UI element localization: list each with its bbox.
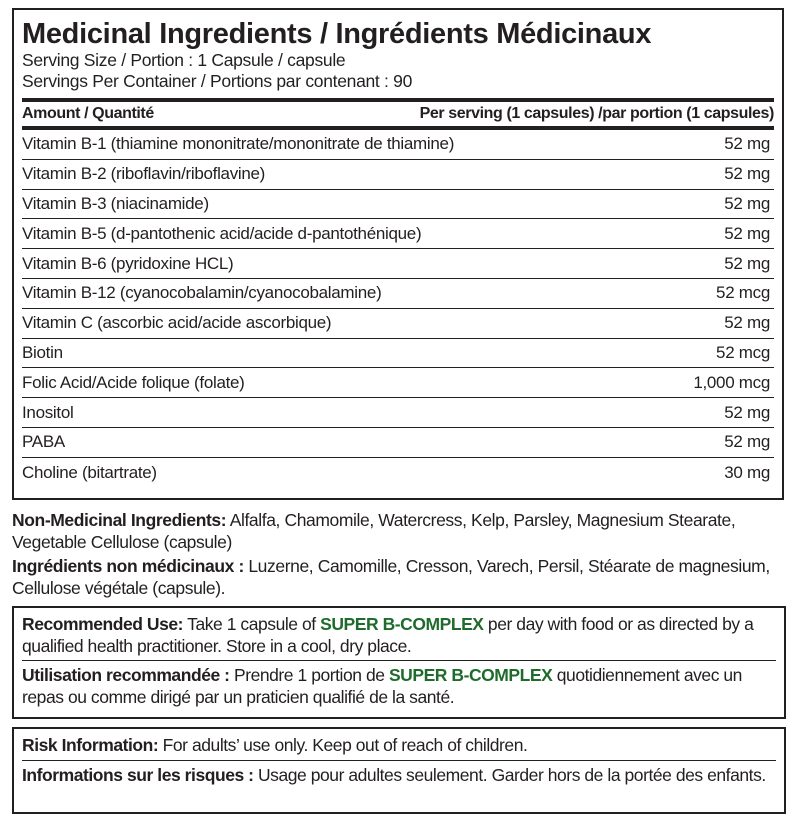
- ingredient-amount: 52 mg: [724, 313, 770, 333]
- ingredient-name: Inositol: [22, 402, 74, 422]
- ingredient-amount: 52 mg: [724, 253, 770, 273]
- text: For adults’ use only. Keep out of reach …: [158, 735, 528, 755]
- label: Risk Information:: [22, 735, 159, 755]
- ingredient-name: Vitamin B-2 (riboflavin/riboflavine): [22, 164, 266, 184]
- text: Take 1 capsule of: [183, 614, 321, 634]
- ingredient-amount: 30 mg: [724, 462, 770, 482]
- table-row: Inositol 52 mg: [22, 398, 774, 428]
- medicinal-ingredients-panel: Medicinal Ingredients / Ingrédients Médi…: [12, 8, 784, 500]
- brand-name: SUPER B-COMPLEX: [320, 614, 484, 634]
- table-row: Vitamin B-12 (cyanocobalamin/cyanocobala…: [22, 279, 774, 309]
- serving-size: Serving Size / Portion : 1 Capsule / cap…: [22, 50, 346, 70]
- label: Informations sur les risques :: [22, 764, 254, 785]
- table-row: PABA 52 mg: [22, 428, 774, 458]
- recommended-use-box: Recommended Use: Take 1 capsule of SUPER…: [12, 606, 786, 719]
- recommended-use-fr: Utilisation recommandée : Prendre 1 port…: [22, 660, 776, 711]
- ingredient-table: Vitamin B-1 (thiamine mononitrate/mononi…: [22, 130, 774, 488]
- ingredient-amount: 52 mcg: [716, 342, 770, 362]
- panel-title: Medicinal Ingredients / Ingrédients Médi…: [22, 18, 652, 50]
- ingredient-name: Vitamin B-3 (niacinamide): [22, 193, 209, 213]
- ingredient-name: PABA: [22, 432, 65, 452]
- text: Alfalfa, Chamomile, Watercress, Kelp, Pa…: [12, 510, 736, 552]
- table-row: Vitamin B-2 (riboflavin/riboflavine) 52 m…: [22, 160, 774, 190]
- table-header: Amount / Quantité Per serving (1 capsule…: [22, 98, 774, 130]
- table-row: Vitamin B-3 (niacinamide) 52 mg: [22, 190, 774, 220]
- ingredient-amount: 52 mg: [724, 223, 770, 243]
- ingredient-amount: 52 mg: [724, 193, 770, 213]
- ingredient-name: Vitamin B-12 (cyanocobalamin/cyanocobala…: [22, 283, 382, 303]
- ingredient-name: Vitamin C (ascorbic acid/acide ascorbiqu…: [22, 313, 332, 333]
- label: Non-Medicinal Ingredients:: [12, 510, 227, 530]
- label: Utilisation recommandée :: [22, 665, 230, 685]
- header-per-serving: Per serving (1 capsules) /par portion (1…: [419, 105, 775, 122]
- ingredient-amount: 52 mg: [724, 134, 770, 154]
- risk-information-box: Risk Information: For adults’ use only. …: [12, 727, 786, 814]
- table-row: Vitamin B-5 (d-pantothenic acid/acide d-…: [22, 219, 774, 250]
- ingredient-amount: 52 mg: [724, 164, 770, 184]
- ingredient-amount: 1,000 mcg: [693, 372, 770, 392]
- ingredient-name: Vitamin B-6 (pyridoxine HCL): [22, 253, 234, 273]
- table-row: Vitamin B-6 (pyridoxine HCL) 52 mg: [22, 249, 774, 279]
- recommended-use-en: Recommended Use: Take 1 capsule of SUPER…: [22, 612, 776, 660]
- table-row: Vitamin C (ascorbic acid/acide ascorbiqu…: [22, 309, 774, 339]
- ingredient-amount: 52 mcg: [716, 283, 770, 303]
- label: Recommended Use:: [22, 614, 184, 634]
- header-amount: Amount / Quantité: [22, 105, 154, 122]
- ingredient-name: Biotin: [22, 342, 63, 362]
- servings-per-container: Servings Per Container / Portions par co…: [22, 71, 413, 91]
- non-medicinal-en: Non-Medicinal Ingredients: Alfalfa, Cham…: [12, 510, 782, 553]
- ingredient-amount: 52 mg: [724, 402, 770, 422]
- text: Prendre 1 portion de: [229, 665, 389, 685]
- ingredient-name: Folic Acid/Acide folique (folate): [22, 372, 245, 392]
- ingredient-name: Vitamin B-5 (d-pantothenic acid/acide d-…: [22, 223, 422, 243]
- ingredient-name: Choline (bitartrate): [22, 462, 157, 482]
- table-row: Choline (bitartrate) 30 mg: [22, 458, 774, 488]
- risk-en: Risk Information: For adults’ use only. …: [22, 733, 776, 760]
- label: Ingrédients non médicinaux :: [12, 556, 244, 576]
- table-row: Biotin 52 mcg: [22, 339, 774, 369]
- non-medicinal-fr: Ingrédients non médicinaux : Luzerne, Ca…: [12, 556, 782, 599]
- text: Luzerne, Camomille, Cresson, Varech, Per…: [12, 556, 770, 598]
- brand-name: SUPER B-COMPLEX: [388, 665, 553, 685]
- risk-fr: Informations sur les risques : Usage pou…: [22, 759, 776, 790]
- ingredient-amount: 52 mg: [724, 432, 770, 452]
- table-row: Folic Acid/Acide folique (folate) 1,000 m…: [22, 368, 774, 399]
- text: per day with food or as directed by a qu…: [22, 614, 754, 656]
- text: Usage pour adultes seulement. Garder hor…: [253, 764, 766, 785]
- non-medicinal-ingredients: Non-Medicinal Ingredients: Alfalfa, Cham…: [12, 510, 782, 602]
- text: quotidiennement avec un repas ou comme d…: [22, 665, 742, 707]
- ingredient-name: Vitamin B-1 (thiamine mononitrate/mononi…: [22, 134, 455, 154]
- table-row: Vitamin B-1 (thiamine mononitrate/mononi…: [22, 130, 774, 160]
